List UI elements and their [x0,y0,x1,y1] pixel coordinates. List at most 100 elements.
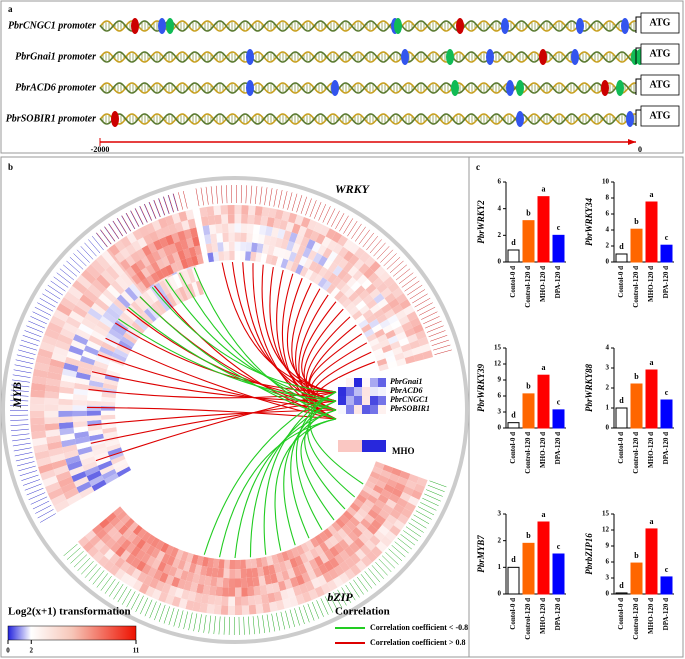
heatmap-cell [234,250,241,261]
cis-element [246,80,254,96]
y-axis-label: PbrWRKY2 [476,200,486,244]
gene-tick [386,256,401,270]
cis-element [394,18,402,34]
gene-heatmap-cell [354,396,362,405]
gene-tick [30,316,47,325]
gene-tick [322,206,331,223]
heatmap-cell [125,542,137,554]
heatmap-cell [100,269,116,285]
gene-tick [252,616,255,635]
bar [615,407,628,429]
heatmap-cell [331,231,343,244]
heatmap-cell [223,241,230,252]
heatmap-cell [229,250,235,261]
heatmap-cell [327,524,338,536]
correlation-link [118,318,337,402]
heatmap-cell [161,583,172,595]
heatmap-cell [123,308,138,322]
gene-tick [257,615,260,634]
legend-label: Correlation coefficient > 0.8 [370,638,466,647]
promoter-name: PbrCNGC1 promoter [8,20,96,31]
heatmap-cell [162,245,172,257]
heatmap-cell [145,586,156,598]
heatmap-cell [317,255,328,267]
heatmap-cell [343,250,355,262]
heatmap-cell [245,559,252,569]
cis-element [576,18,584,34]
significance-letter: b [634,217,639,226]
heatmap-cell [365,283,377,295]
x-tick-label: DPA-120 d [554,432,562,464]
gene-tick [250,185,253,204]
gene-tick [429,480,447,488]
y-tick-label: 9 [498,376,502,384]
start-codon: ATG [650,17,671,28]
correlation-link [234,409,337,559]
heatmap-cell [126,531,138,543]
correlation-link [304,409,346,510]
promoter-name: PbrSOBIR1 promoter [6,113,96,124]
heatmap-cell [64,356,81,367]
heatmap-cell [101,468,117,480]
panel-label: b [8,162,13,172]
heatmap-cell [281,570,290,581]
gene-label: PbrGnai1 [390,377,422,386]
heatmap-cell [377,298,389,309]
heatmap-cell [111,531,123,542]
heatmap-cell [248,595,256,606]
heatmap-cell [395,358,407,367]
gene-heatmap-cell [346,378,354,387]
heatmap-cell [155,228,166,240]
gene-tick [47,284,63,296]
heatmap-cell [355,300,367,311]
heatmap-cell [398,315,410,326]
gene-tick [130,210,140,227]
gene-tick [116,218,127,234]
heatmap-cell [390,340,401,350]
gene-tick [373,242,386,257]
heatmap-cell [40,469,56,481]
heatmap-cell [413,483,426,494]
heatmap-cell [269,573,278,584]
heatmap-cell [30,396,45,405]
heatmap-cell [147,566,158,578]
y-tick-label: 12 [602,526,610,534]
correlation-link [139,296,337,420]
heatmap-cell [83,289,99,303]
gene-tick [240,185,242,204]
correlation-link [283,409,337,546]
heatmap-cell [366,550,378,563]
heatmap-cell [207,252,215,263]
heatmap-cell [343,239,354,251]
heatmap-cell [187,283,197,298]
heatmap-cell [315,233,326,245]
heatmap-cell [363,328,375,338]
gene-tick [339,215,349,232]
gene-tick [271,613,276,632]
heatmap-cell [235,587,242,597]
bar [645,528,658,595]
heatmap-cell [211,567,219,578]
heatmap-cell [93,325,109,338]
heatmap-cell [45,429,61,438]
helix-strand [99,113,637,125]
heatmap-cell [248,604,257,615]
heatmap-cell [84,529,97,542]
gene-tick [282,191,288,209]
mho-heatmap-cell [370,440,378,452]
heatmap-cell [170,262,179,273]
heatmap-cell [45,481,61,494]
heatmap-cell [338,294,349,305]
heatmap-cell [58,422,74,430]
heatmap-cell [89,534,101,547]
heatmap-cell [30,403,45,412]
heatmap-cell [366,298,378,310]
heatmap-cell [241,587,249,597]
y-tick-label: 2 [606,242,610,250]
heatmap-cell [235,569,241,579]
gene-tick [158,604,166,622]
heatmap-cell [297,244,307,256]
mho-heatmap-cell [346,440,354,452]
gene-heatmap-cell [338,378,346,387]
heatmap-cell [94,451,110,461]
